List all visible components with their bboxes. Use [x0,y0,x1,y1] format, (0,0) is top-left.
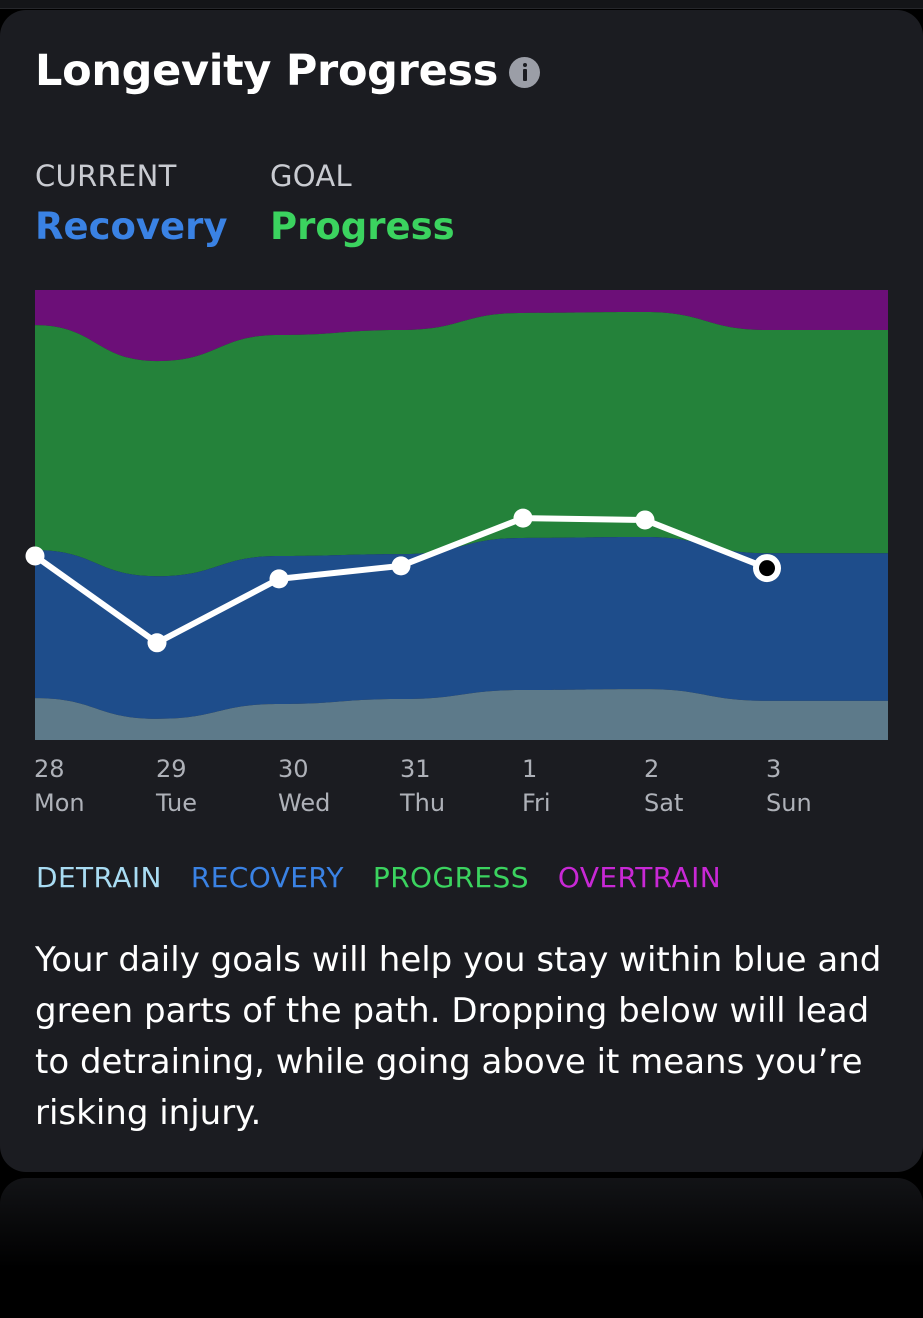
next-card-edge [0,1178,923,1318]
data-point [513,508,533,528]
current-point-center [759,560,775,577]
x-tick-weekday: Mon [34,789,85,817]
goal-value: Progress [270,205,455,248]
goal-caption: GOAL [270,159,352,193]
x-tick-weekday: Sun [766,789,812,817]
legend-recovery: RECOVERY [190,861,344,894]
x-tick-day: 28 [34,755,65,783]
x-tick-day: 30 [278,755,309,783]
legend-overtrain: OVERTRAIN [557,861,722,894]
longevity-chart: 28 Mon 29 Tue 30 Wed 31 Thu 1 Fri 2 Sat 3 Sun [25,290,888,817]
x-tick-day: 1 [522,755,537,783]
goal-status: GOAL Progress [270,159,455,248]
current-status: CURRENT Recovery [35,159,228,248]
info-icon[interactable] [509,56,541,88]
x-tick-weekday: Sat [644,789,683,817]
card-header: Longevity Progress [35,46,541,96]
current-caption: CURRENT [35,159,177,193]
overtrain-zone [35,290,888,362]
x-tick-day: 2 [644,755,659,783]
data-point [25,546,45,566]
card-title: Longevity Progress [35,46,499,96]
chart-legend: DETRAIN RECOVERY PROGRESS OVERTRAIN [36,861,721,894]
previous-card-edge [0,0,923,9]
data-point [635,510,655,530]
x-tick-weekday: Thu [399,789,445,817]
chart-description: Your daily goals will help you stay with… [35,940,882,1133]
detrain-zone [35,689,888,740]
x-tick-day: 31 [400,755,431,783]
progress-zone [35,312,888,577]
data-point [269,569,289,589]
x-tick-weekday: Tue [155,789,197,817]
data-point [391,556,411,576]
x-tick-day: 3 [766,755,781,783]
data-point [147,633,167,653]
recovery-zone [35,537,888,719]
x-tick-weekday: Fri [522,789,551,817]
legend-detrain: DETRAIN [36,861,162,894]
current-value: Recovery [35,205,228,248]
legend-progress: PROGRESS [372,861,529,894]
x-tick-day: 29 [156,755,187,783]
x-tick-weekday: Wed [278,789,330,817]
